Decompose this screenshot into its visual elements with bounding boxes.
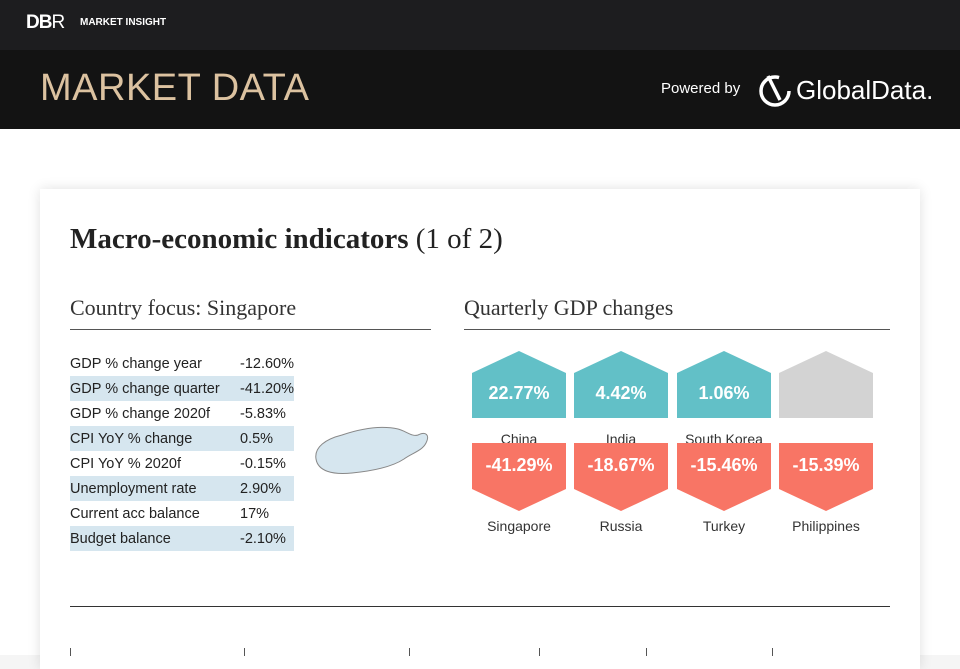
indicator-value: 2.90% [240, 480, 282, 497]
indicator-label: CPI YoY % 2020f [70, 455, 181, 472]
dbr-logo[interactable]: DBR [26, 12, 65, 33]
gdp-country: Turkey [702, 518, 746, 534]
indicator-row: GDP % change quarter -41.20% [70, 376, 294, 401]
gdp-value: 22.77% [488, 383, 550, 403]
section-divider [70, 606, 890, 607]
hero-banner: MARKET DATA Powered by GlobalData. [0, 50, 960, 129]
column-tick [539, 648, 540, 656]
gdp-value: -41.29% [485, 455, 553, 475]
gdp-value: -15.46% [690, 455, 758, 475]
gdp-tile: 4.42% India [574, 351, 668, 447]
gdp-tile-shape [779, 351, 873, 418]
indicator-row: CPI YoY % 2020f -0.15% [70, 451, 294, 476]
column-tick [70, 648, 71, 656]
gdp-tile: -18.67% Russia [574, 443, 668, 534]
gdp-value: 1.06% [698, 383, 750, 403]
indicator-table: GDP % change year -12.60% GDP % change qua… [70, 351, 294, 551]
indicator-label: Budget balance [70, 530, 171, 547]
gdp-tile: 22.77% China [472, 351, 566, 447]
indicator-value: -2.10% [240, 530, 286, 547]
column-tick [772, 648, 773, 656]
column-tick [646, 648, 647, 656]
card-title: Macro-economic indicators (1 of 2) [70, 223, 503, 255]
column-tick [409, 648, 410, 656]
indicator-value: -41.20% [239, 380, 294, 397]
indicator-row: GDP % change 2020f -5.83% [70, 401, 294, 426]
gdp-country: Philippines [792, 518, 860, 534]
gdp-tile: -41.29% Singapore [472, 443, 566, 534]
gdp-tile: 1.06% South Korea [677, 351, 771, 447]
singapore-map [315, 426, 429, 474]
powered-by-label: Powered by [661, 80, 741, 97]
gdp-country: Singapore [487, 518, 551, 534]
gdp-tile-shape [472, 351, 566, 418]
indicator-label: GDP % change 2020f [70, 405, 210, 422]
gdp-value: -18.67% [587, 455, 655, 475]
top-bar: DBR MARKET INSIGHT [0, 0, 960, 50]
gdp-value: 4.42% [595, 383, 647, 403]
gdp-tile-shape [472, 443, 566, 511]
gdp-country: Russia [599, 518, 643, 534]
indicators-card: Macro-economic indicators (1 of 2) Count… [40, 189, 920, 669]
indicator-value: 17% [240, 505, 270, 522]
indicator-label: GDP % change quarter [70, 380, 220, 397]
indicator-label: GDP % change year [70, 355, 202, 372]
indicator-value: 0.5% [240, 430, 274, 447]
gdp-tile-shape [677, 351, 771, 418]
gdp-tile-shape [779, 443, 873, 511]
globaldata-icon [759, 75, 791, 107]
gdp-tile-shape [574, 351, 668, 418]
gdp-heading: Quarterly GDP changes [464, 295, 890, 330]
indicator-row: Current acc balance 17% [70, 501, 294, 526]
gdp-value: -15.39% [792, 455, 860, 475]
indicator-row: CPI YoY % change 0.5% [70, 426, 294, 451]
gdp-tile [779, 351, 873, 419]
gdp-tile-shape [677, 443, 771, 511]
indicator-label: CPI YoY % change [70, 430, 193, 447]
indicator-row: Unemployment rate 2.90% [70, 476, 294, 501]
indicator-label: Current acc balance [70, 505, 200, 522]
partner-name: GlobalData. [796, 74, 934, 105]
gdp-tile-shape [574, 443, 668, 511]
gdp-tile: -15.46% Turkey [677, 443, 771, 534]
indicator-row: Budget balance -2.10% [70, 526, 294, 551]
indicator-row: GDP % change year -12.60% [70, 351, 294, 376]
indicator-value: -0.15% [240, 455, 286, 472]
page-body: Macro-economic indicators (1 of 2) Count… [0, 129, 960, 669]
globaldata-logo[interactable]: GlobalData. [758, 72, 933, 108]
gdp-tile: -15.39% Philippines [779, 443, 873, 534]
country-focus-heading: Country focus: Singapore [70, 295, 431, 330]
page-title: MARKET DATA [40, 67, 310, 109]
indicator-label: Unemployment rate [70, 480, 197, 497]
column-tick [244, 648, 245, 656]
indicator-value: -12.60% [239, 355, 294, 372]
section-label[interactable]: MARKET INSIGHT [80, 17, 167, 28]
indicator-value: -5.83% [240, 405, 286, 422]
